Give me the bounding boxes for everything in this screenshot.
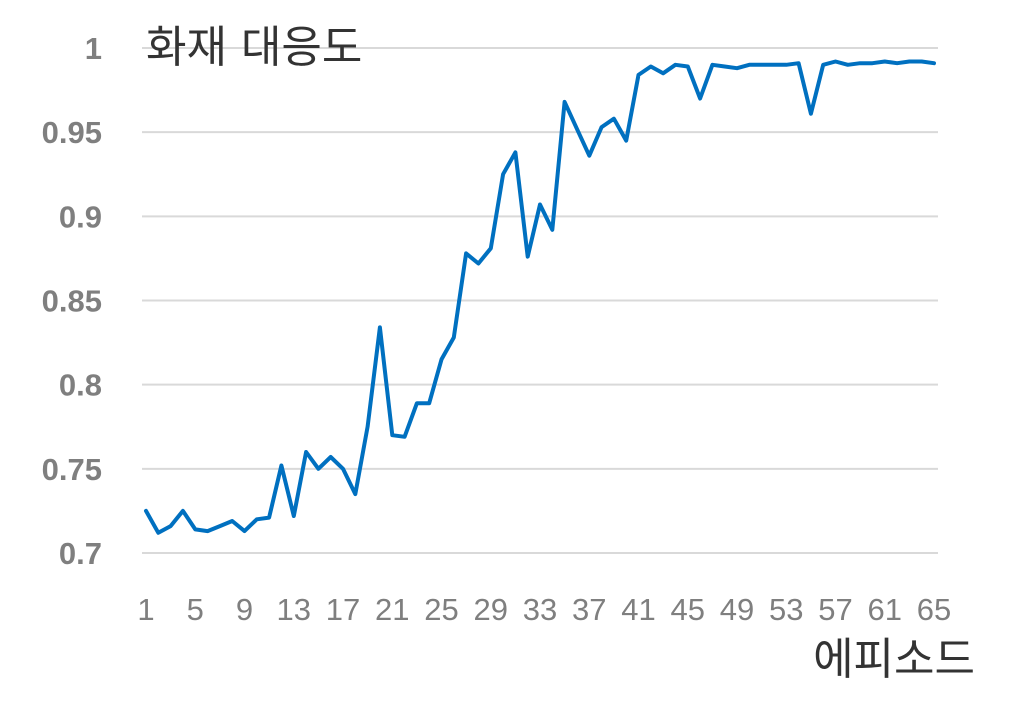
x-tick-label: 45 xyxy=(671,592,705,627)
x-tick-label: 5 xyxy=(187,592,204,627)
x-axis-label: 에피소드 xyxy=(813,634,975,685)
x-tick-label: 13 xyxy=(277,592,311,627)
x-tick-label: 57 xyxy=(818,592,852,627)
y-tick-label: 0.75 xyxy=(42,452,102,487)
x-tick-label: 61 xyxy=(868,592,902,627)
x-tick-label: 49 xyxy=(720,592,754,627)
x-tick-label: 33 xyxy=(523,592,557,627)
y-tick-label: 0.9 xyxy=(59,199,102,234)
y-tick-label: 0.95 xyxy=(42,115,102,150)
x-tick-label: 37 xyxy=(572,592,606,627)
y-tick-label: 1 xyxy=(85,31,102,66)
x-tick-label: 41 xyxy=(621,592,655,627)
x-tick-label: 9 xyxy=(236,592,253,627)
y-tick-label: 0.7 xyxy=(59,536,102,571)
x-tick-label: 1 xyxy=(137,592,154,627)
x-tick-label: 53 xyxy=(769,592,803,627)
y-tick-label: 0.8 xyxy=(59,368,102,403)
x-tick-label: 17 xyxy=(326,592,360,627)
x-tick-label: 29 xyxy=(474,592,508,627)
series-line xyxy=(144,59,936,535)
y-axis-ticks: 0.7 0.75 0.8 0.85 0.9 0.95 1 xyxy=(42,31,102,571)
y-tick-label: 0.85 xyxy=(42,284,102,319)
series-layer xyxy=(144,59,936,535)
gridlines xyxy=(142,47,938,554)
x-tick-label: 21 xyxy=(375,592,409,627)
x-tick-label: 25 xyxy=(424,592,458,627)
chart-title: 화재 대응도 xyxy=(146,22,362,73)
x-axis-ticks: 1 5 9 13 17 21 25 29 33 37 41 45 49 53 57 61 65 xyxy=(137,592,951,627)
x-tick-label: 65 xyxy=(917,592,951,627)
